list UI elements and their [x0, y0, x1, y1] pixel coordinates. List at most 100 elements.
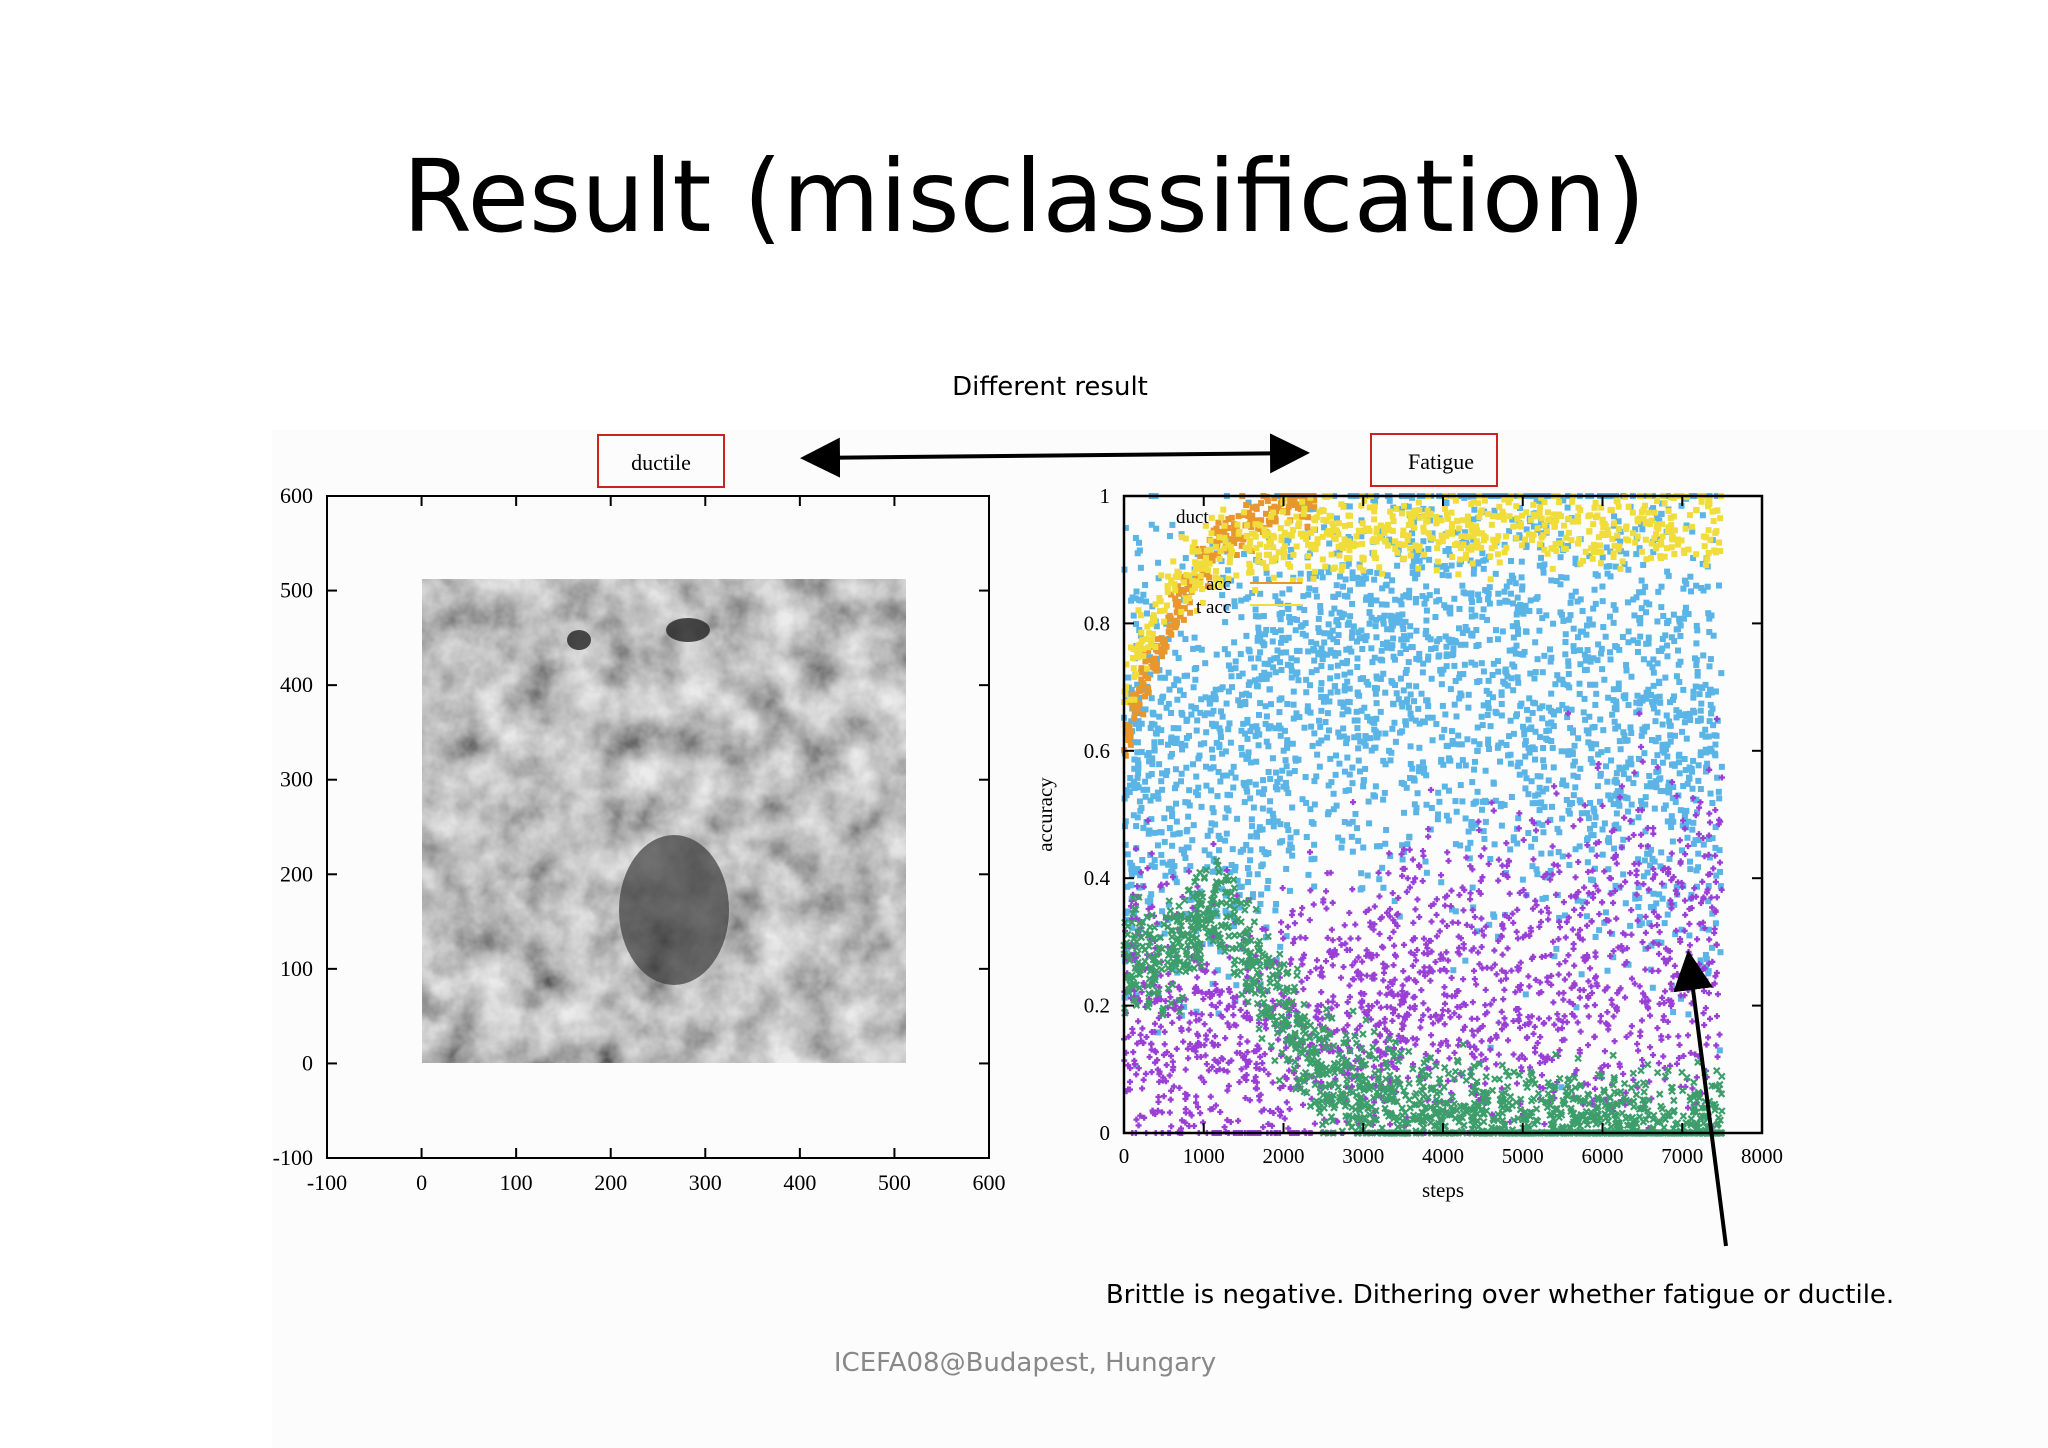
fatigue-prob-scatter-point [1661, 882, 1668, 889]
fatigue-prob-scatter-point [1412, 575, 1419, 582]
fatigue-prob-scatter-point [1148, 816, 1155, 823]
left-x-tick-label: 300 [689, 1170, 722, 1195]
fatigue-prob-scatter-point [1578, 810, 1585, 817]
fatigue-prob-scatter-point [1147, 797, 1154, 804]
fatigue-prob-scatter-point [1379, 864, 1386, 871]
fatigue-prob-scatter-point [1578, 971, 1585, 978]
ductile-point [1404, 1010, 1411, 1017]
fatigue-prob-scatter-point [1272, 907, 1279, 914]
fatigue-prob-scatter-point [1628, 730, 1635, 737]
ductile-point [1222, 1035, 1229, 1042]
ductile-point [1544, 818, 1551, 825]
fatigue-prob-scatter-point [1501, 588, 1508, 595]
fatigue-prob-scatter-point [1457, 842, 1464, 849]
ductile-point [1514, 935, 1521, 942]
fatigue-prob-scatter-point [1577, 661, 1584, 668]
ductile-point [1561, 1036, 1568, 1043]
fatigue-prob-scatter-point [1529, 863, 1536, 870]
fatigue-prob-scatter-point [1279, 590, 1286, 597]
fatigue-prob-scatter-point [1464, 845, 1471, 852]
fatigue-prob-scatter-point [1513, 611, 1520, 618]
fatigue-prob-scatter-point [1367, 592, 1374, 599]
ductile-point [1471, 976, 1478, 983]
fatigue-prob-scatter-point [1234, 877, 1241, 884]
fatigue-prob-scatter-point [1138, 706, 1145, 713]
ductile-point [1478, 915, 1485, 922]
fatigue-prob-scatter-point [1403, 666, 1410, 673]
fatigue-prob-scatter-point [1172, 739, 1179, 746]
fatigue-prob-scatter-point [1169, 858, 1176, 865]
brittle-point [1300, 1000, 1308, 1009]
ductile-point [1155, 1098, 1162, 1105]
ductile-point [1482, 1056, 1489, 1063]
fatigue-prob-scatter-point [1311, 841, 1318, 848]
fatigue-prob-scatter-point [1204, 832, 1211, 839]
fatigue-prob-scatter-point [1321, 630, 1328, 637]
ductile-point [1441, 965, 1448, 972]
brittle-point [1156, 933, 1165, 942]
fatigue-prob-scatter-point [1244, 753, 1251, 760]
fatigue-prob-scatter-point [1514, 603, 1521, 610]
ductile-point [1259, 925, 1266, 932]
fatigue-prob-scatter-point [1624, 795, 1631, 802]
fatigue-prob-scatter-point [1377, 708, 1384, 715]
ductile-point [1387, 906, 1393, 913]
fatigue-prob-scatter-point [1596, 798, 1603, 805]
fatigue-prob-scatter-point [1457, 782, 1464, 789]
fatigue-prob-scatter-point [1649, 984, 1656, 991]
fatigue-prob-scatter-point [1526, 749, 1533, 756]
fatigue-prob-scatter-point [1523, 543, 1530, 550]
fatigue-prob-scatter-point [1290, 616, 1297, 623]
fatigue-prob-scatter-point [1480, 828, 1487, 835]
ductile-point [1386, 935, 1393, 942]
fatigue-prob-scatter-point [1277, 732, 1284, 739]
fatigue-prob-scatter-point [1541, 763, 1548, 770]
fatigue-prob-scatter-point [1283, 539, 1290, 546]
fatigue-prob-scatter-point [1265, 768, 1272, 775]
ductile-point [1515, 825, 1522, 832]
ductile-point [1540, 873, 1547, 880]
ductile-point [1706, 819, 1713, 826]
ductile-point [1441, 1000, 1448, 1007]
ductile-point [1278, 919, 1285, 926]
fatigue-prob-scatter-point [1420, 538, 1427, 545]
ductile-point [1354, 1066, 1361, 1072]
ductile-point [1583, 922, 1590, 929]
fatigue-prob-scatter-point [1712, 752, 1719, 759]
ductile-point [1569, 926, 1576, 933]
fatigue-prob-scatter-point [1557, 581, 1564, 588]
fatigue-prob-scatter-point [1682, 766, 1689, 773]
fatigue-prob-scatter-point [1495, 668, 1502, 675]
ductile-point [1622, 878, 1629, 885]
fatigue-prob-scatter-point [1145, 750, 1152, 757]
fatigue-prob-scatter-point [1583, 631, 1590, 638]
ductile-point [1476, 827, 1483, 834]
ductile-point [1612, 887, 1619, 894]
fatigue-prob-scatter-point [1199, 941, 1206, 948]
fatigue-prob-scatter-point [1304, 707, 1311, 714]
fatigue-prob-scatter-point [1594, 783, 1601, 790]
ductile-point [1252, 1073, 1259, 1080]
fatigue-prob-scatter-point [1411, 801, 1418, 808]
ductile-point [1329, 937, 1336, 944]
fatigue-prob-scatter-point [1283, 763, 1290, 770]
fatigue-prob-scatter-point [1311, 883, 1318, 890]
fatigue-prob-scatter-point [1227, 869, 1234, 876]
fatigue-prob-scatter-point [1396, 616, 1403, 623]
fatigue-prob-scatter-point [1652, 718, 1659, 725]
ductile-point [1469, 866, 1476, 873]
ductile-point [1398, 851, 1405, 858]
fatigue-prob-scatter-point [1706, 615, 1713, 622]
fatigue-prob-scatter-point [1598, 650, 1605, 657]
fatigue-prob-scatter-point [1277, 627, 1284, 634]
ductile-point [1649, 875, 1656, 882]
fatigue-prob-scatter-point [1699, 560, 1706, 567]
fatigue-prob-scatter-point [1198, 803, 1205, 810]
ductile-point [1713, 1013, 1720, 1020]
ductile-point [1307, 887, 1314, 894]
fatigue-prob-scatter-point [1590, 805, 1597, 812]
fatigue-prob-scatter-point [1209, 720, 1216, 727]
fatigue-prob-scatter-point [1425, 634, 1432, 641]
ductile-point [1666, 948, 1673, 955]
ductile-point [1363, 947, 1370, 954]
